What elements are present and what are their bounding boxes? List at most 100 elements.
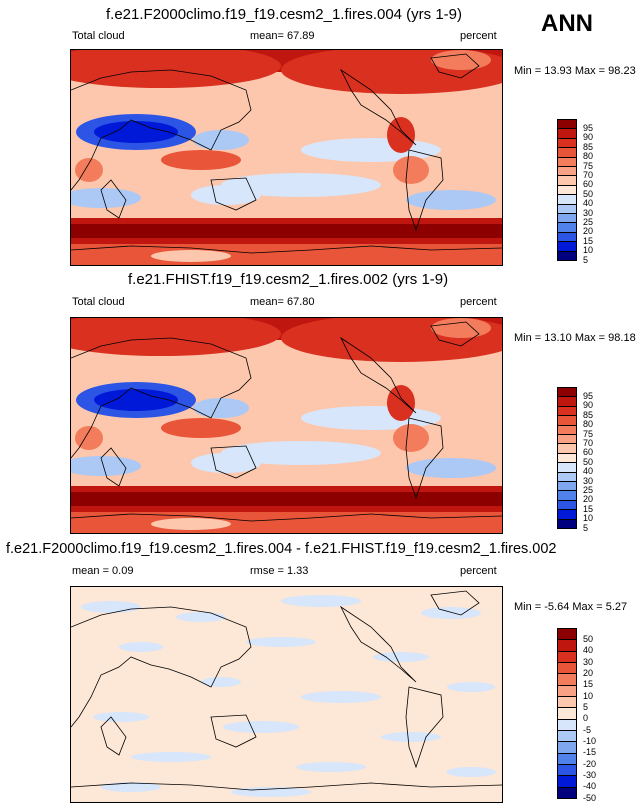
panel-2-units: percent bbox=[460, 296, 497, 308]
panel-3-map-svg bbox=[71, 587, 502, 802]
panel-3-colorbar: -50 -40 -30 -20 -15 -10 -5 0 5 10 15 20 30 40 50 bbox=[557, 628, 617, 802]
panel-1-variable: Total cloud bbox=[72, 30, 125, 42]
colorbar-3-tick-label: -40 bbox=[583, 781, 597, 792]
colorbar-1-tick-label: 75 bbox=[583, 160, 594, 171]
panel-2-mean: mean= 67.80 bbox=[250, 296, 315, 308]
panel-2-map bbox=[70, 317, 503, 534]
peru-stratocumulus bbox=[387, 117, 415, 153]
congo-cloud bbox=[75, 158, 103, 182]
colorbar-1-tick-label: 15 bbox=[583, 235, 594, 246]
colorbar-2-swatch bbox=[557, 518, 577, 529]
north-america-coast bbox=[339, 605, 417, 683]
antarctica-coast bbox=[71, 513, 502, 522]
antarctic-plateau-clear bbox=[151, 250, 231, 262]
colorbar-1-tick-label: 70 bbox=[583, 169, 594, 180]
australia-dry bbox=[191, 453, 261, 473]
colorbar-2-tick-label: 15 bbox=[583, 503, 594, 514]
colorbar-3-tick-label: -30 bbox=[583, 769, 597, 780]
greenland-coast bbox=[430, 53, 480, 79]
colorbar-1-tick-label: 50 bbox=[583, 188, 594, 199]
amazon-cloud bbox=[393, 156, 429, 184]
eurasia-africa-coast bbox=[71, 69, 252, 191]
colorbar-3-tick-label: 30 bbox=[583, 656, 594, 667]
coastlines bbox=[71, 590, 502, 791]
colorbar-1-tick-label: 20 bbox=[583, 226, 594, 237]
south-america-coast bbox=[405, 686, 444, 769]
panel-3-mean: mean = 0.09 bbox=[72, 565, 134, 577]
panel-3-rmse: rmse = 1.33 bbox=[250, 565, 309, 577]
australia-coast bbox=[210, 177, 257, 211]
colorbar-1-tick-label: 95 bbox=[583, 122, 594, 133]
colorbar-3-tick-label: 5 bbox=[583, 701, 589, 712]
coastlines bbox=[71, 321, 502, 522]
australia-coast bbox=[210, 714, 257, 748]
eurasia-africa-coast bbox=[71, 337, 252, 459]
season-label: ANN bbox=[541, 10, 593, 37]
australia-coast bbox=[210, 445, 257, 479]
s-africa-dry bbox=[71, 188, 141, 208]
panel-1-minmax: Min = 13.93 Max = 98.23 bbox=[514, 65, 636, 77]
colorbar-3-tick-label: 40 bbox=[583, 645, 594, 656]
antarctic-plateau-clear bbox=[151, 518, 231, 530]
colorbar-1-tick-label: 30 bbox=[583, 207, 594, 218]
colorbar-2-tick-label: 25 bbox=[583, 484, 594, 495]
s-atlantic-clear bbox=[406, 458, 496, 478]
panel-1-map bbox=[70, 49, 503, 266]
panel-1-units: percent bbox=[460, 30, 497, 42]
colorbar-1-tick-label: 80 bbox=[583, 151, 594, 162]
sahara-core bbox=[94, 121, 178, 143]
southern-ocean-core bbox=[71, 492, 502, 506]
colorbar-1-tick-label: 85 bbox=[583, 141, 594, 152]
colorbar-2-tick-label: 40 bbox=[583, 466, 594, 477]
sahara-core bbox=[94, 389, 178, 411]
greenland-low bbox=[431, 50, 491, 70]
antarctic-band bbox=[71, 512, 502, 533]
greenland-coast bbox=[430, 590, 480, 616]
panel-1-mean: mean= 67.89 bbox=[250, 30, 315, 42]
colorbar-2-tick-label: 30 bbox=[583, 475, 594, 486]
south-america-coast bbox=[405, 417, 444, 500]
colorbar-1-tick-label: 90 bbox=[583, 132, 594, 143]
colorbar-2-tick-label: 85 bbox=[583, 409, 594, 420]
colorbar-3-tick-label: -10 bbox=[583, 735, 597, 746]
antarctica-coast bbox=[71, 782, 502, 791]
colorbar-1-tick-label: 60 bbox=[583, 179, 594, 190]
colorbar-3-swatch bbox=[557, 786, 577, 799]
coastlines bbox=[71, 53, 502, 254]
panel-2-variable: Total cloud bbox=[72, 296, 125, 308]
colorbar-1-tick-label: 5 bbox=[583, 254, 589, 265]
colorbar-2-tick-label: 60 bbox=[583, 447, 594, 458]
colorbar-2-tick-label: 10 bbox=[583, 513, 594, 524]
panel-3-map bbox=[70, 586, 503, 803]
colorbar-3-tick-label: 10 bbox=[583, 690, 594, 701]
colorbar-3-tick-label: 50 bbox=[583, 633, 594, 644]
panel-3-units: percent bbox=[460, 565, 497, 577]
north-america-coast bbox=[339, 336, 417, 414]
colorbar-1-tick-label: 10 bbox=[583, 245, 594, 256]
panel-2-map-svg bbox=[71, 318, 502, 533]
colorbar-1-tick-label: 40 bbox=[583, 198, 594, 209]
colorbar-3-tick-label: 15 bbox=[583, 679, 594, 690]
colorbar-3-tick-label: -5 bbox=[583, 724, 592, 735]
colorbar-2-tick-label: 50 bbox=[583, 456, 594, 467]
southern-ocean-core bbox=[71, 224, 502, 238]
amazon-cloud bbox=[393, 424, 429, 452]
panel-1-map-svg bbox=[71, 50, 502, 265]
panel-2-colorbar: 5 10 15 20 25 30 40 50 60 70 75 80 85 90 95 bbox=[557, 387, 617, 532]
colorbar-1-tick-label: 25 bbox=[583, 216, 594, 227]
panel-2-minmax: Min = 13.10 Max = 98.18 bbox=[514, 332, 636, 344]
colorbar-3-tick-label: -50 bbox=[583, 792, 597, 803]
panel-3-minmax: Min = -5.64 Max = 5.27 bbox=[514, 601, 628, 613]
panel-3-title: f.e21.F2000climo.f19_f19.cesm2_1.fires.0… bbox=[6, 541, 557, 557]
colorbar-2-tick-label: 90 bbox=[583, 400, 594, 411]
maritime-continent-cloud bbox=[161, 418, 241, 438]
colorbar-2-tick-label: 70 bbox=[583, 437, 594, 448]
s-pacific-clear bbox=[221, 173, 381, 197]
colorbar-3-tick-label: 20 bbox=[583, 667, 594, 678]
s-africa-dry bbox=[71, 456, 141, 476]
southern-africa-coast bbox=[100, 716, 127, 756]
southern-africa-coast bbox=[100, 447, 127, 487]
maritime-continent-cloud bbox=[161, 150, 241, 170]
colorbar-3-tick-label: 0 bbox=[583, 713, 589, 724]
peru-stratocumulus bbox=[387, 385, 415, 421]
